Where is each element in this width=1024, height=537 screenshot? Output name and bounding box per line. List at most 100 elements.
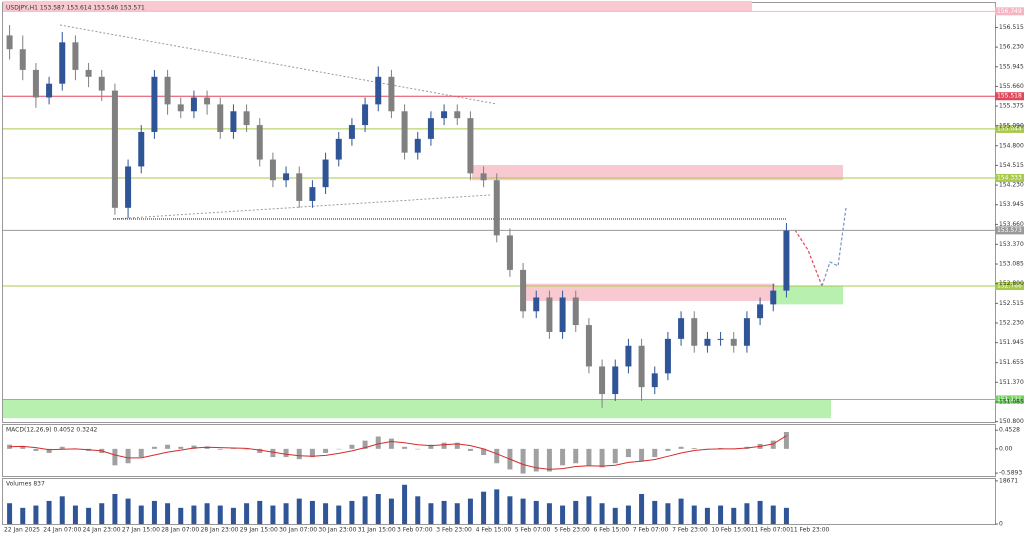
- volume-bar: [296, 498, 302, 524]
- y-tick-label: 0: [999, 521, 1003, 528]
- level-tag: [995, 92, 1024, 101]
- candle-body: [585, 325, 592, 367]
- macd-bar: [678, 446, 684, 449]
- volume-bar: [138, 505, 144, 524]
- candle-body: [467, 118, 474, 174]
- level-label: 156.749: [997, 8, 1022, 15]
- macd-bar: [546, 448, 552, 472]
- macd-bar: [151, 446, 157, 449]
- candle-body: [32, 69, 39, 98]
- volume-bar: [309, 500, 315, 524]
- macd-bar: [244, 448, 250, 450]
- x-tick-label: 7 Feb 23:00: [672, 527, 708, 534]
- volume-bar: [165, 503, 171, 524]
- candle-body: [164, 76, 171, 105]
- zone: [3, 0, 752, 12]
- x-tick-label: 30 Jan 23:00: [318, 527, 356, 534]
- macd-bar: [59, 446, 65, 449]
- candle-body: [783, 230, 790, 291]
- volume-bar: [388, 498, 394, 524]
- y-tick-label: 155.945: [999, 63, 1024, 70]
- trend-line: [112, 194, 491, 220]
- macd-bar: [612, 448, 618, 464]
- volume-bar: [86, 507, 92, 524]
- macd-bar: [191, 445, 197, 449]
- macd-bar: [323, 448, 329, 453]
- candle-body: [651, 373, 658, 388]
- macd-bar: [520, 448, 526, 474]
- volume-bar: [704, 507, 710, 524]
- forecast-up: [821, 207, 847, 287]
- volume-bar: [652, 500, 658, 524]
- macd-title: MACD(12,26,9) 0.4052 0.3242: [6, 427, 98, 434]
- macd-bar: [454, 442, 460, 449]
- candle-body: [296, 173, 303, 201]
- candle-body: [599, 366, 606, 395]
- candle-body: [204, 97, 211, 105]
- volume-bar: [691, 505, 697, 524]
- candle-body: [362, 104, 369, 126]
- volume-bar: [46, 500, 52, 524]
- volume-bar: [507, 496, 513, 524]
- candle-body: [427, 118, 434, 139]
- volume-bar: [428, 503, 434, 524]
- macd-bar: [33, 448, 39, 451]
- volume-bar: [217, 505, 223, 524]
- y-tick-label: 155.090: [999, 122, 1024, 129]
- macd-bar: [349, 444, 355, 449]
- macd-bar: [533, 448, 539, 472]
- candle-body: [19, 49, 26, 70]
- candle-body: [572, 297, 579, 326]
- candle-body: [717, 338, 724, 340]
- candle-body: [46, 83, 53, 98]
- candle-body: [85, 69, 92, 77]
- volume-bar: [783, 507, 789, 524]
- macd-bar: [573, 448, 579, 464]
- candle-body: [177, 104, 184, 112]
- candle-body: [309, 187, 316, 201]
- candle-body: [322, 159, 329, 188]
- y-tick-label: 155.375: [999, 103, 1024, 110]
- x-tick-label: 5 Feb 07:00: [515, 527, 551, 534]
- volume-bar: [33, 505, 39, 524]
- volume-bar: [125, 498, 131, 524]
- candle-body: [138, 131, 145, 167]
- candle-body: [454, 111, 461, 119]
- macd-bar: [770, 440, 776, 449]
- candle-body: [638, 345, 645, 388]
- level-tag: [995, 226, 1024, 235]
- x-tick-label: 24 Jan 07:00: [43, 527, 81, 534]
- level-label: 152.766: [997, 283, 1022, 290]
- macd-bar: [165, 444, 171, 449]
- candle-body: [414, 138, 421, 153]
- volume-bar: [612, 507, 618, 524]
- x-tick-label: 11 Feb 07:00: [751, 527, 791, 534]
- y-tick-label: 152.800: [999, 280, 1024, 287]
- macd-bar: [257, 448, 263, 453]
- y-tick-label: 0.4528: [999, 427, 1020, 434]
- macd-bar: [467, 448, 473, 451]
- x-tick-label: 6 Feb 15:00: [594, 527, 630, 534]
- volume-bar: [178, 507, 184, 524]
- volume-bar: [204, 503, 210, 524]
- volume-bar: [283, 503, 289, 524]
- candle-body: [493, 180, 500, 236]
- volume-bar: [151, 500, 157, 524]
- x-tick-label: 3 Feb 23:00: [436, 527, 472, 534]
- x-tick-label: 3 Feb 07:00: [397, 527, 433, 534]
- macd-bar: [309, 448, 315, 458]
- macd-bar: [217, 448, 223, 450]
- y-tick-label: 151.655: [999, 359, 1024, 366]
- y-tick-label: 153.370: [999, 241, 1024, 248]
- x-tick-label: 28 Jan 23:00: [201, 527, 239, 534]
- volume-bar: [415, 496, 421, 524]
- level-label: 154.333: [997, 174, 1022, 181]
- candle-body: [230, 111, 237, 132]
- volume-bar: [678, 498, 684, 524]
- candle-body: [190, 97, 197, 112]
- macd-bar: [691, 448, 697, 449]
- macd-bar: [415, 448, 421, 450]
- macd-bar: [7, 444, 13, 449]
- x-tick-label: 5 Feb 23:00: [554, 527, 590, 534]
- level-tag: [995, 173, 1024, 182]
